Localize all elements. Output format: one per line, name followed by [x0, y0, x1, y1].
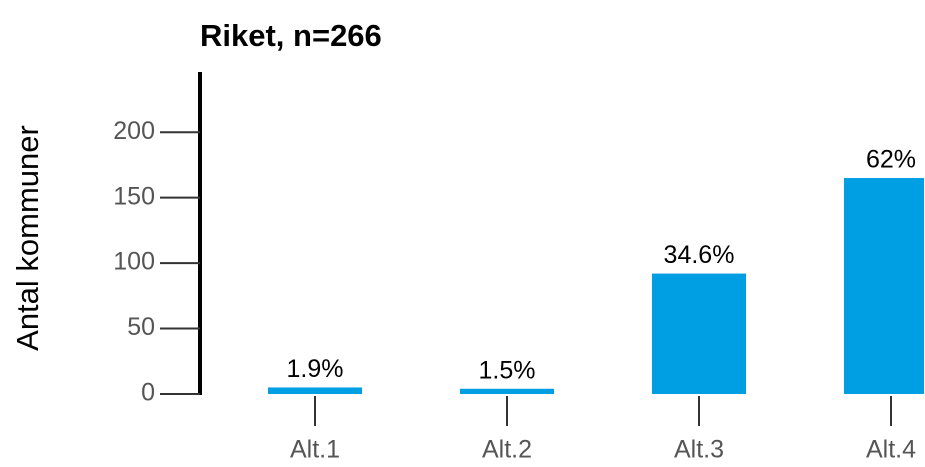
x-tick-label: Alt.2 — [482, 436, 532, 464]
y-tick-label: 0 — [141, 379, 155, 407]
value-label: 1.9% — [287, 355, 344, 383]
bar — [844, 178, 924, 394]
y-tick-label: 50 — [127, 313, 155, 341]
value-label: 62% — [866, 146, 916, 174]
bar — [460, 388, 554, 394]
bar — [652, 273, 746, 394]
x-tick-label: Alt.3 — [674, 436, 724, 464]
y-axis-label: Antal kommuner — [10, 125, 45, 351]
x-tick-label: Alt.1 — [290, 436, 340, 464]
chart-title: Riket, n=266 — [200, 18, 382, 53]
y-tick-label: 100 — [113, 248, 155, 276]
value-label: 1.5% — [479, 356, 536, 384]
y-tick-label: 150 — [113, 182, 155, 210]
value-label: 34.6% — [664, 241, 735, 269]
x-tick-label: Alt.4 — [866, 436, 916, 464]
y-tick-label: 200 — [113, 117, 155, 145]
bar — [268, 387, 362, 394]
